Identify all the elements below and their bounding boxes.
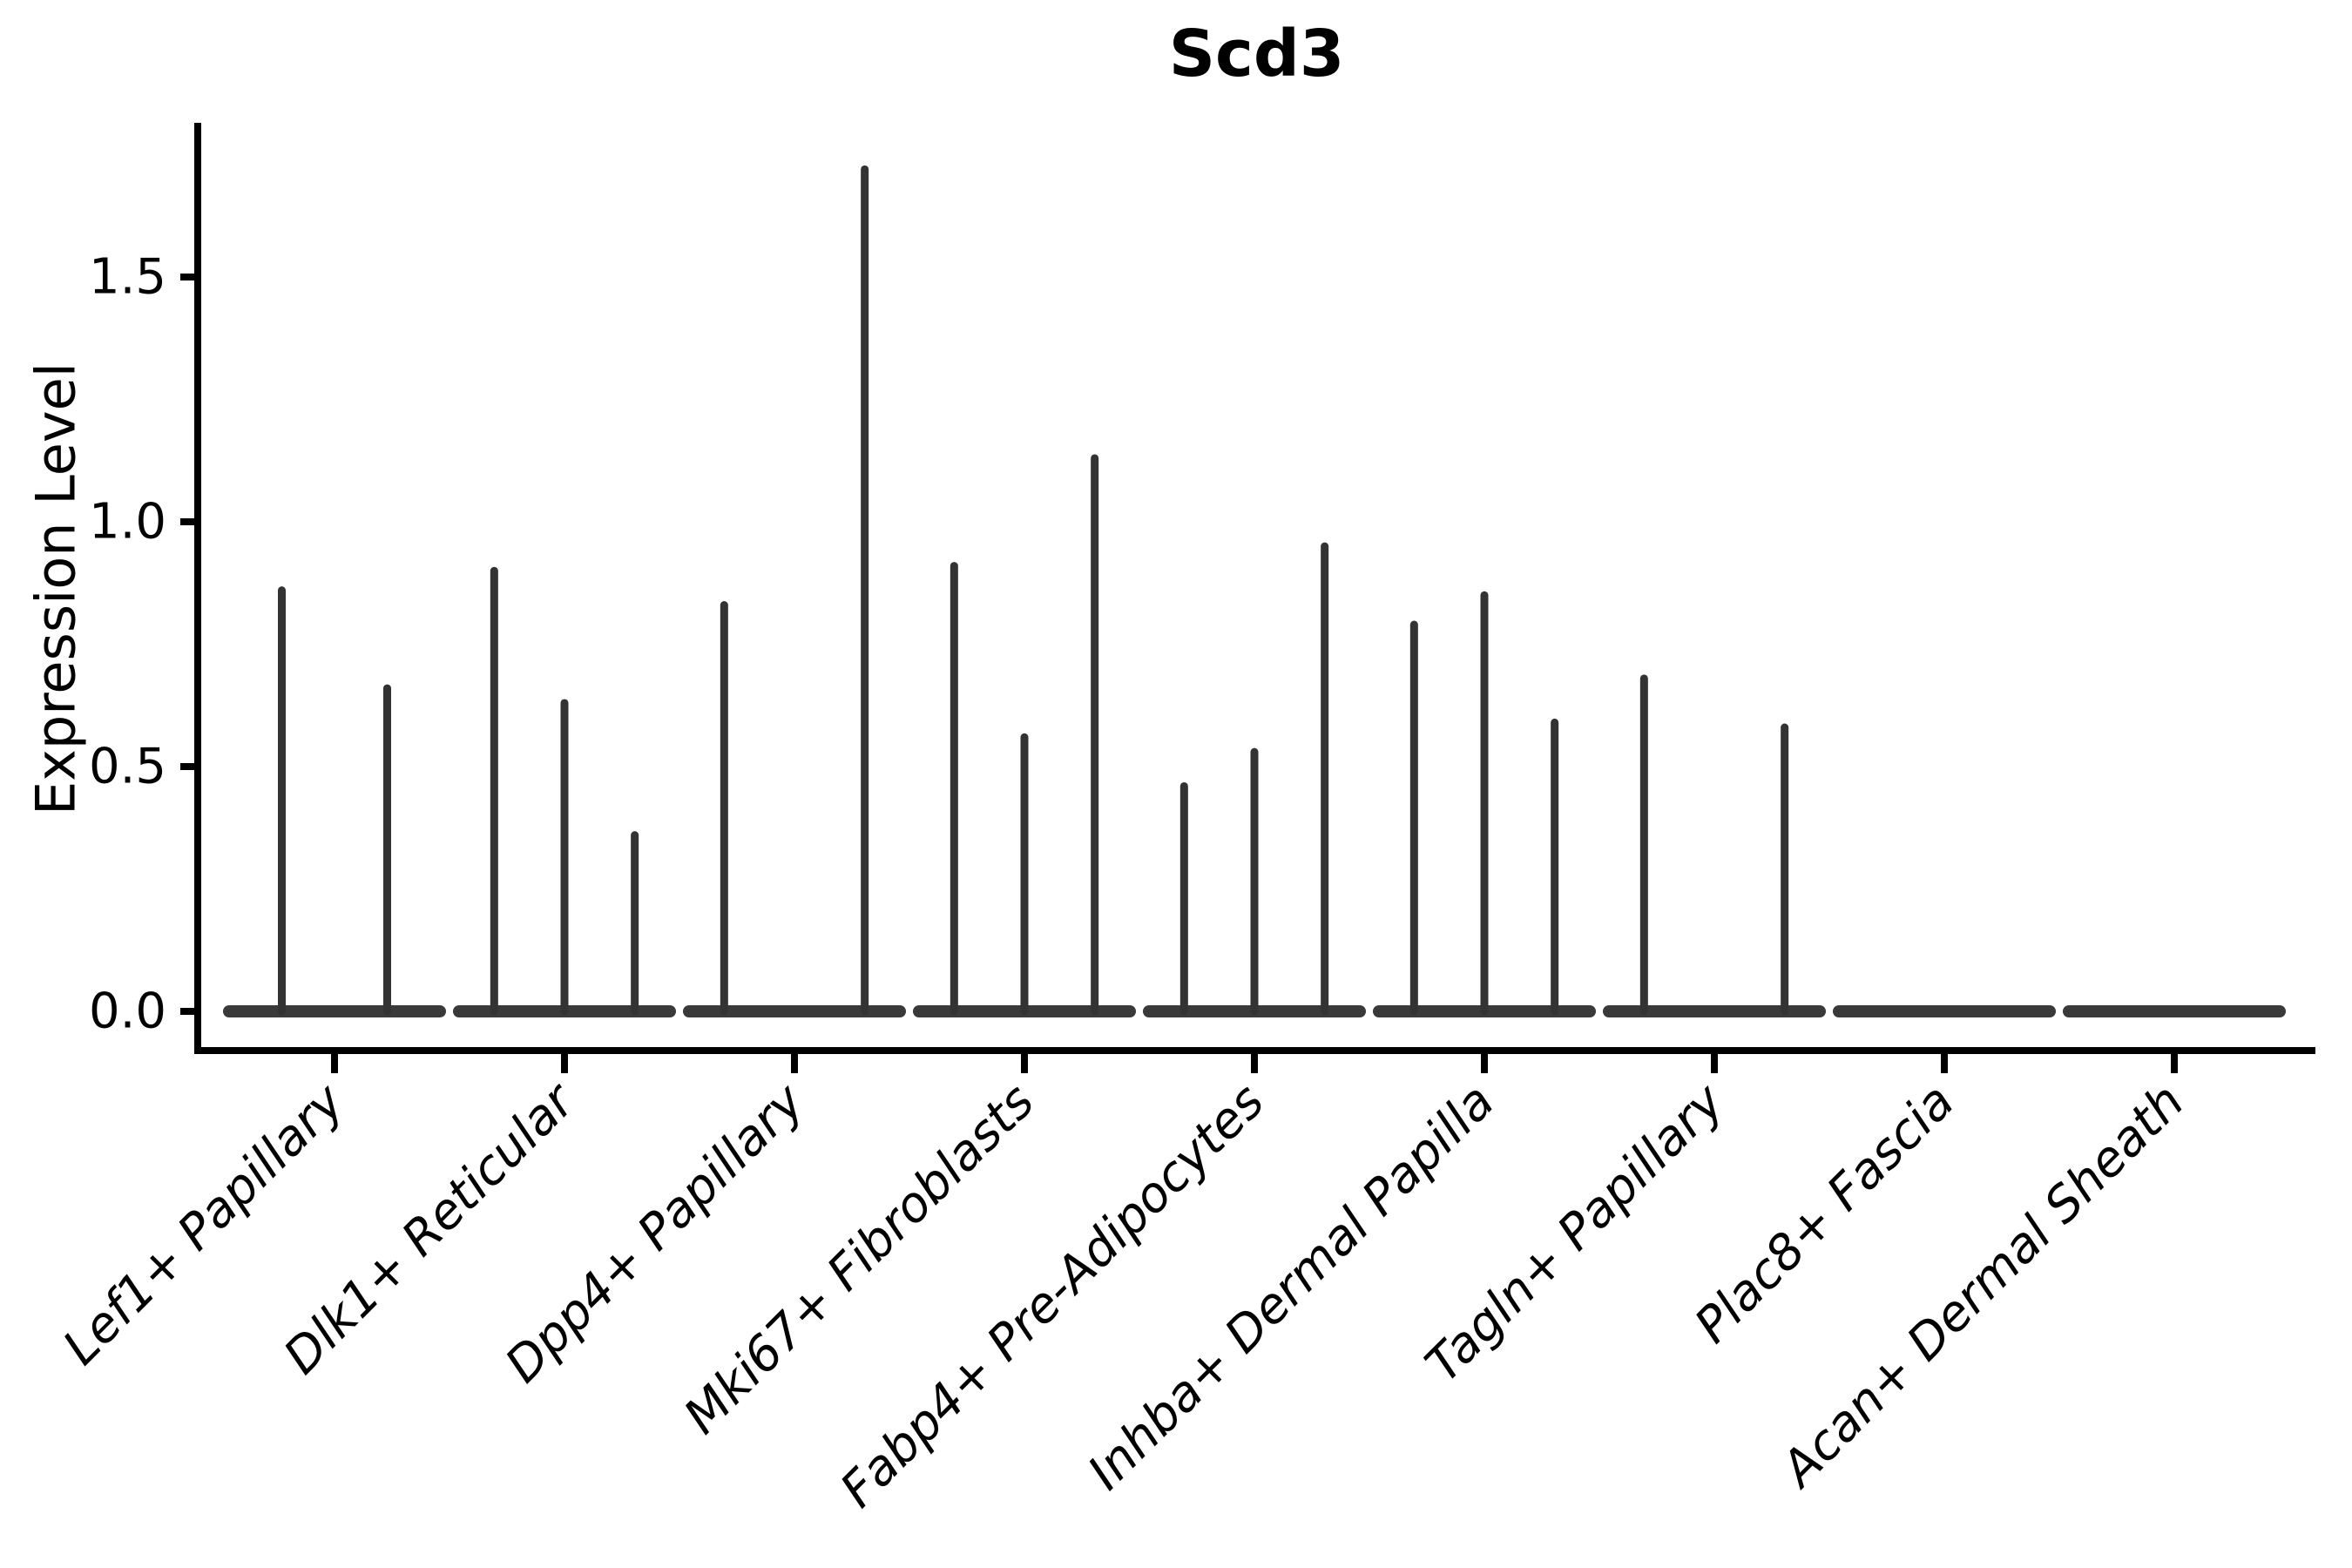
y-tick-label: 0.0 <box>89 983 166 1040</box>
x-category-label: Acan+ Dermal Sheath <box>1769 1073 2195 1499</box>
plot-title: Scd3 <box>1168 17 1345 91</box>
y-tick-label: 0.5 <box>89 739 166 795</box>
x-category-label: Inhba+ Dermal Papilla <box>1078 1073 1505 1501</box>
y-tick-label: 1.5 <box>89 249 166 306</box>
x-category-label: Fabp4+ Pre-Adipocytes <box>830 1073 1275 1518</box>
y-tick-label: 1.0 <box>89 494 166 551</box>
